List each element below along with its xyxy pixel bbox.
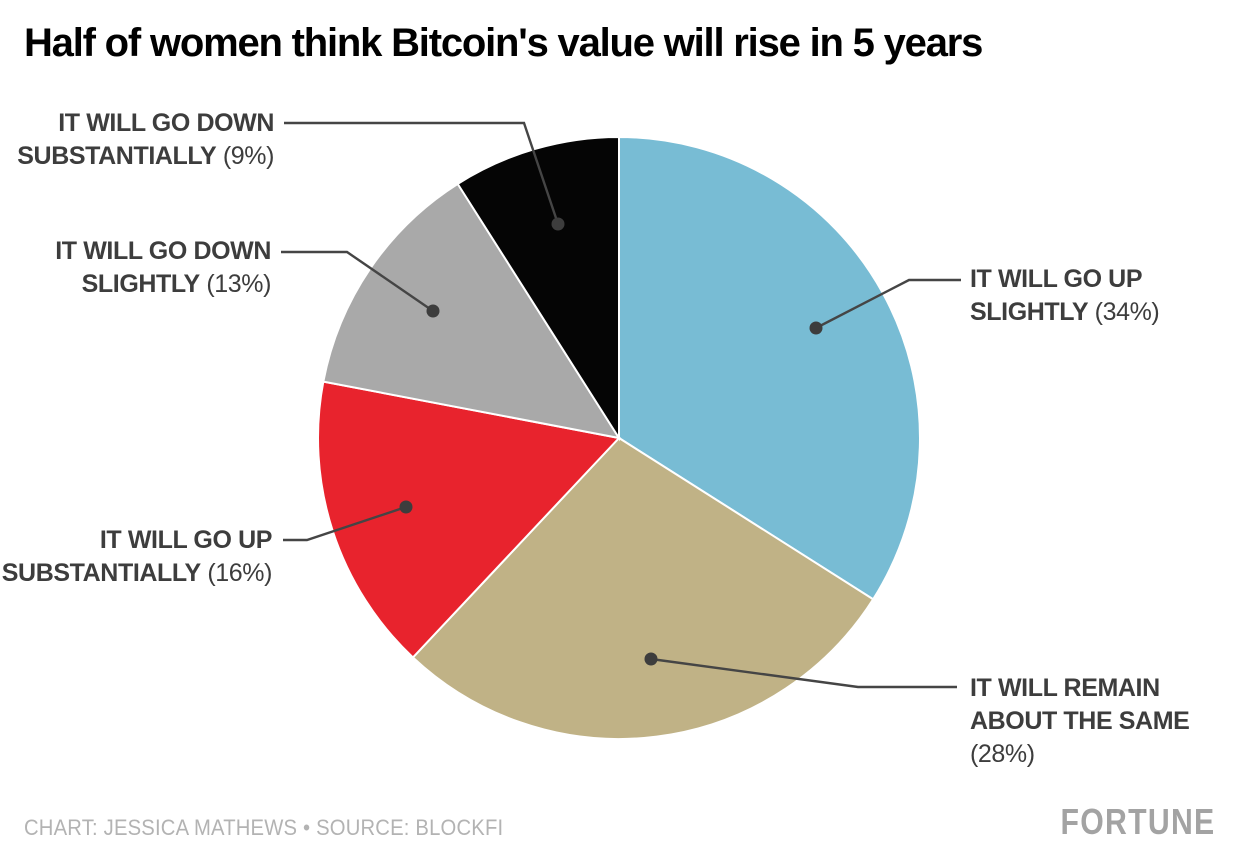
pie-slice-4 [456,135,620,442]
fortune-logo: FORTUNE [1060,801,1215,842]
leader-line-4 [284,121,560,225]
leader-line-2 [283,505,407,542]
leader-line-3 [281,250,434,312]
pie-slice-1 [411,436,875,740]
leader-dot-3 [426,304,440,318]
leader-dot-4 [551,217,565,231]
leader-line-0 [815,278,961,330]
leader-dot-1 [644,652,658,666]
leader-line-1 [650,657,957,689]
leader-dot-2 [399,500,413,514]
credit-line: CHART: JESSICA MATHEWS • SOURCE: BLOCKFI [24,815,504,840]
leader-dot-0 [809,321,823,335]
chart-title: Half of women think Bitcoin's value will… [24,21,983,65]
